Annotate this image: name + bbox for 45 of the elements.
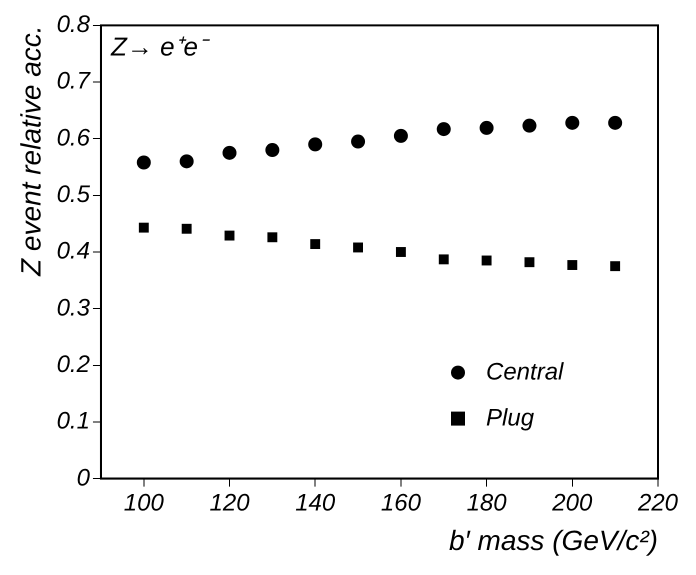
annotation: Z→ e⁺e⁻ (110, 32, 210, 62)
point (138, 222, 149, 233)
point (482, 256, 492, 266)
point (351, 134, 366, 149)
x-tick-label: 100 (124, 490, 164, 517)
point (394, 128, 408, 143)
y-tick-label: 0.5 (56, 181, 91, 208)
point (182, 224, 192, 234)
point (353, 242, 364, 252)
point (310, 239, 320, 250)
x-tick-label: 160 (380, 490, 422, 517)
y-tick-label: 0.7 (56, 68, 92, 95)
point (480, 120, 494, 135)
point (522, 118, 536, 133)
x-tick-label: 140 (295, 490, 336, 517)
point (567, 260, 578, 270)
y-tick-label: 0.6 (56, 124, 91, 152)
point (610, 261, 620, 272)
y-tick-label: 0.3 (56, 294, 91, 322)
point (608, 116, 622, 130)
x-tick-label: 200 (551, 490, 593, 517)
point (565, 116, 580, 130)
point (438, 254, 449, 264)
point (222, 146, 237, 160)
point (436, 122, 451, 136)
legend-label: Plug (486, 404, 535, 432)
y-tick-label: 0.8 (56, 11, 91, 38)
y-tick-label: 0 (76, 464, 91, 492)
y-axis-title: Z event relative acc. (16, 25, 47, 277)
point (308, 137, 322, 152)
y-tick-label: 0.2 (56, 350, 90, 378)
legend-label: Central (486, 358, 564, 386)
point (265, 143, 280, 158)
point (524, 257, 534, 268)
x-tick-label: 180 (466, 490, 508, 517)
y-tick-label: 0.4 (56, 238, 90, 265)
point (267, 232, 278, 242)
x-tick-label: 220 (636, 490, 679, 517)
y-tick-label: 0.1 (56, 408, 90, 435)
point (180, 154, 194, 168)
point (136, 155, 151, 170)
point (396, 247, 406, 257)
point (224, 230, 234, 241)
x-axis-title: b′ mass (GeV/c²) (448, 524, 658, 556)
x-tick-label: 120 (209, 490, 250, 517)
